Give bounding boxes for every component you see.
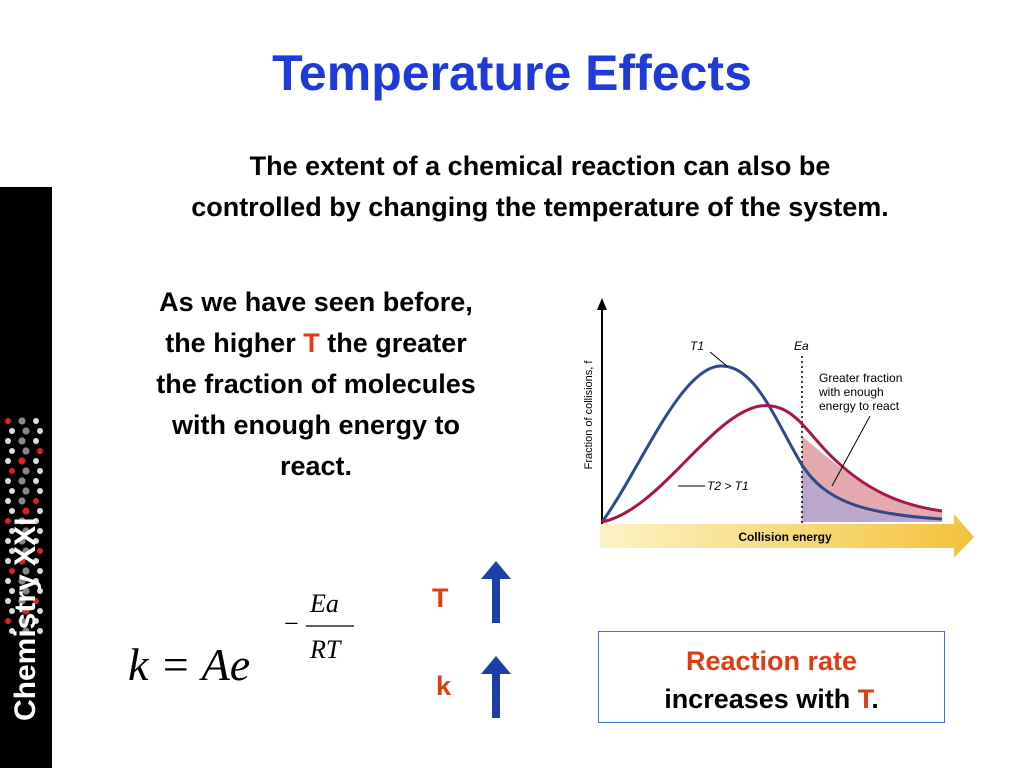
ea-label: Ea <box>794 339 809 353</box>
energy-distribution-figure: Collision energy Fraction of collisions,… <box>583 298 974 558</box>
t1-label: T1 <box>690 339 704 353</box>
annotation-line-1: Greater fraction <box>819 371 902 385</box>
note-line-2-pre: the higher <box>165 328 304 358</box>
formula-denominator: RT <box>309 635 342 664</box>
annotation-line-2: with enough <box>818 385 884 399</box>
note-line-1: As we have seen before, <box>159 287 473 317</box>
x-axis-arrow <box>600 514 974 558</box>
y-axis-label: Fraction of collisions, f <box>583 360 595 470</box>
subtitle-line-2: controlled by changing the temperature o… <box>191 192 889 222</box>
y-axis-arrowhead <box>597 298 607 310</box>
page-title: Temperature Effects <box>272 45 752 101</box>
annotation-leader-line <box>831 415 871 487</box>
conclusion-line-1: Reaction rate <box>685 646 858 676</box>
note-variable-t: T <box>303 328 320 358</box>
note-text: As we have seen before, the higher T the… <box>100 282 532 487</box>
note-line-5: react. <box>279 451 353 481</box>
x-axis-label: Collision energy <box>738 530 832 544</box>
note-line-2: the higher T the greater <box>100 323 532 364</box>
subtitle-line-1: The extent of a chemical reaction can al… <box>249 151 831 181</box>
annotation-line-3: energy to react <box>819 399 900 413</box>
sidebar-label: Chemistry XXI <box>9 517 42 721</box>
note-line-4: with enough energy to <box>172 410 460 440</box>
formula-minus: − <box>284 609 299 638</box>
t2-label: T2 > T1 <box>707 479 749 493</box>
sidebar-band: Chemistry XXI <box>0 187 52 768</box>
up-arrow-icon <box>481 561 511 623</box>
k-indicator-label: k <box>436 671 452 701</box>
note-line-2-post: the greater <box>319 328 467 358</box>
up-arrow-icon <box>481 656 511 718</box>
t-indicator-label: T <box>432 583 449 613</box>
conclusion-line-2: increases with T. <box>599 680 944 718</box>
formula-numerator: Ea <box>309 589 339 618</box>
conclusion-line-2-post: . <box>871 684 879 714</box>
t2-curve <box>601 404 943 524</box>
conclusion-line-2-pre: increases with <box>664 684 858 714</box>
subtitle: The extent of a chemical reaction can al… <box>90 146 990 228</box>
t1-curve <box>600 364 943 523</box>
molecule-icon <box>5 417 43 635</box>
t1-leader-line <box>709 351 729 368</box>
conclusion-variable-t: T <box>857 684 872 714</box>
t1-shaded-area <box>802 465 942 522</box>
note-line-3: the fraction of molecules <box>156 369 476 399</box>
formula-lhs: k = Ae <box>128 639 250 690</box>
conclusion-box: Reaction rate increases with T. <box>598 631 945 723</box>
arrhenius-formula: k = Ae − Ea RT <box>128 589 354 690</box>
